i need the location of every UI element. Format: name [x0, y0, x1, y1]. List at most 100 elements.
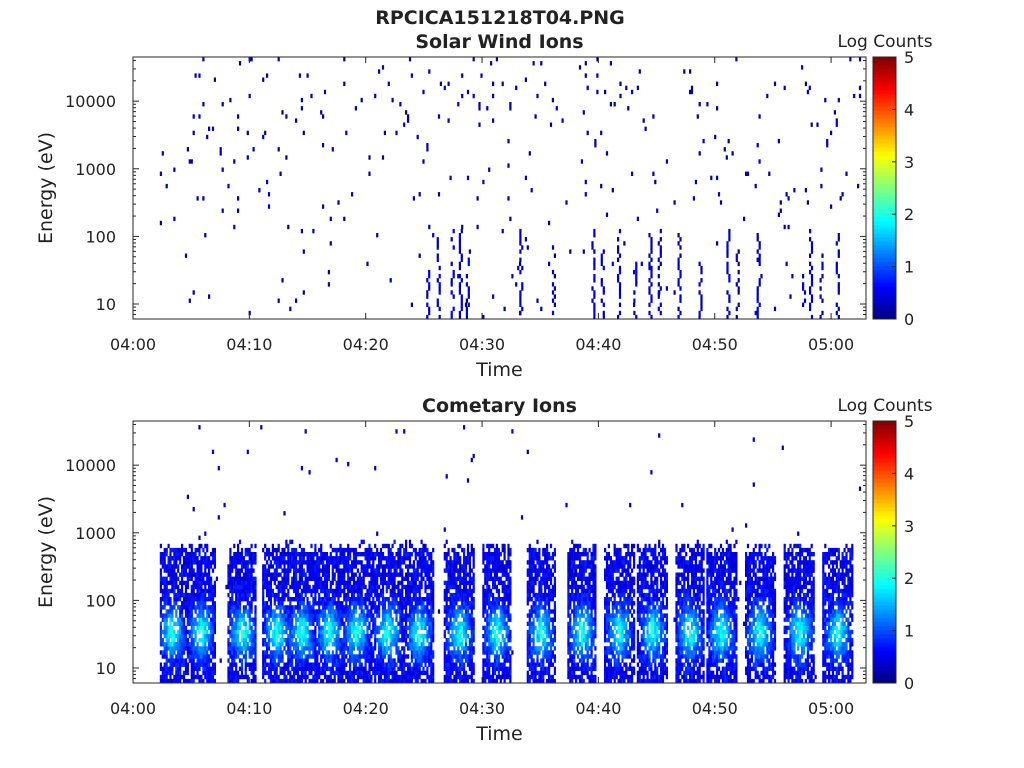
- heatmap-cell: [200, 658, 203, 663]
- colorbar-step: [873, 212, 896, 218]
- heatmap-cell: [490, 61, 493, 66]
- heatmap-cell: [356, 633, 359, 639]
- heatmap-cell: [325, 662, 329, 667]
- heatmap-cell: [418, 601, 421, 606]
- heatmap-cell: [364, 670, 367, 676]
- heatmap-cell: [312, 601, 315, 606]
- heatmap-cell: [716, 175, 719, 181]
- heatmap-cell: [165, 580, 168, 586]
- heatmap-cell: [269, 584, 272, 590]
- heatmap-cell: [181, 621, 184, 626]
- heatmap-cell: [450, 282, 453, 287]
- heatmap-cell: [484, 580, 487, 586]
- heatmap-cell: [368, 625, 371, 631]
- heatmap-cell: [354, 638, 357, 643]
- heatmap-cell: [484, 642, 487, 647]
- heatmap-cell: [237, 646, 240, 651]
- heatmap-cell: [275, 592, 278, 598]
- heatmap-cell: [237, 556, 240, 561]
- heatmap-cell: [467, 294, 470, 299]
- heatmap-cell: [233, 625, 236, 631]
- heatmap-cell: [262, 638, 265, 643]
- heatmap-cell: [231, 625, 234, 631]
- heatmap-cell: [339, 658, 342, 663]
- heatmap-cell: [438, 265, 441, 271]
- heatmap-cell: [213, 77, 216, 82]
- heatmap-cell: [416, 617, 419, 622]
- heatmap-cell: [188, 592, 191, 598]
- heatmap-cell: [165, 564, 168, 569]
- colorbar-step: [873, 106, 896, 111]
- heatmap-cell: [333, 662, 336, 667]
- heatmap-cell: [618, 269, 622, 275]
- heatmap-cell: [182, 568, 186, 573]
- heatmap-cell: [267, 597, 271, 602]
- heatmap-cell: [275, 625, 278, 631]
- heatmap-cell: [202, 625, 205, 631]
- heatmap-cell: [443, 592, 446, 598]
- heatmap-cell: [449, 658, 452, 663]
- heatmap-cell: [430, 588, 433, 594]
- heatmap-cell: [213, 625, 216, 631]
- heatmap-cell: [318, 605, 321, 610]
- heatmap-cell: [343, 621, 346, 626]
- heatmap-cell: [316, 666, 319, 671]
- heatmap-cell: [364, 646, 367, 651]
- y-tick-label: 100: [85, 227, 116, 246]
- heatmap-cell: [464, 605, 468, 610]
- heatmap-cell: [405, 572, 408, 577]
- heatmap-cell: [430, 633, 433, 639]
- heatmap-cell: [165, 638, 168, 643]
- heatmap-cell: [424, 560, 427, 565]
- heatmap-cell: [482, 179, 485, 185]
- heatmap-cell: [211, 650, 215, 655]
- heatmap-cell: [407, 552, 410, 557]
- heatmap-cell: [293, 613, 296, 618]
- heatmap-cell: [609, 61, 612, 66]
- heatmap-cell: [397, 564, 400, 569]
- heatmap-cell: [379, 576, 383, 581]
- heatmap-cell: [443, 646, 446, 651]
- heatmap-cell: [422, 654, 425, 659]
- heatmap-cell: [408, 642, 412, 647]
- heatmap-cell: [443, 609, 446, 614]
- heatmap-cell: [322, 601, 325, 606]
- heatmap-cell: [246, 560, 249, 565]
- heatmap-cell: [295, 617, 298, 622]
- heatmap-cell: [356, 592, 359, 598]
- heatmap-cell: [810, 282, 814, 287]
- heatmap-cell: [213, 584, 216, 590]
- heatmap-cell: [490, 605, 493, 610]
- heatmap-cell: [379, 658, 383, 663]
- heatmap-cell: [169, 670, 172, 676]
- y-tick-label: 1000: [75, 160, 116, 179]
- heatmap-cell: [238, 621, 242, 626]
- heatmap-cell: [360, 552, 363, 557]
- heatmap-cell: [269, 580, 272, 586]
- heatmap-cell: [591, 245, 594, 250]
- heatmap-cell: [194, 674, 197, 680]
- heatmap-cell: [418, 638, 421, 643]
- heatmap-cell: [300, 97, 303, 103]
- heatmap-cell: [190, 564, 193, 569]
- heatmap-cell: [623, 241, 626, 246]
- heatmap-cell: [202, 547, 205, 553]
- heatmap-cell: [395, 609, 398, 614]
- heatmap-cell: [428, 617, 431, 622]
- heatmap-cell: [285, 666, 288, 671]
- heatmap-cell: [376, 625, 379, 631]
- heatmap-cell: [352, 547, 356, 553]
- heatmap-cell: [366, 658, 369, 663]
- heatmap-cell: [235, 584, 238, 590]
- heatmap-cell: [173, 678, 176, 684]
- heatmap-cell: [358, 654, 361, 659]
- heatmap-cell: [393, 588, 396, 594]
- heatmap-cell: [385, 572, 388, 577]
- heatmap-cell: [366, 633, 369, 639]
- heatmap-cell: [264, 670, 267, 676]
- heatmap-cell: [283, 511, 286, 516]
- heatmap-cell: [229, 674, 232, 680]
- heatmap-cell: [285, 568, 288, 573]
- heatmap-cell: [293, 625, 296, 631]
- heatmap-cell: [254, 597, 257, 602]
